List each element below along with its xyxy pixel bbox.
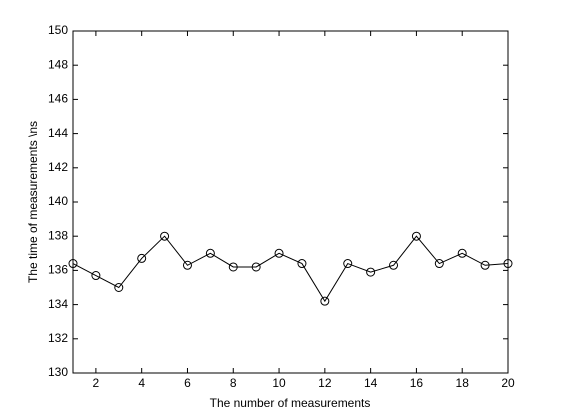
point-marker (114, 283, 124, 292)
x-tick-label: 2 (93, 376, 100, 390)
y-tick-label: 142 (48, 160, 68, 174)
point-marker (320, 296, 330, 306)
point-marker (343, 259, 353, 269)
y-tick-label: 136 (48, 263, 68, 277)
plot-frame (72, 30, 509, 374)
x-axis-label: The number of measurements (210, 396, 371, 410)
x-tick-label: 16 (410, 376, 424, 390)
point-marker (182, 260, 192, 270)
y-tick-label: 134 (48, 297, 68, 311)
y-tick-label: 130 (48, 365, 68, 379)
point-marker (68, 259, 78, 269)
x-tick-label: 18 (456, 376, 470, 390)
point-marker (457, 248, 467, 258)
y-tick-label: 132 (48, 331, 68, 345)
point-marker (411, 231, 421, 241)
point-marker (480, 260, 490, 270)
x-tick-label: 20 (501, 376, 515, 390)
y-tick-label: 150 (48, 23, 68, 37)
y-tick-label: 138 (48, 228, 68, 242)
y-axis-label: The time of measurements \ns (26, 121, 40, 283)
point-marker (160, 231, 170, 241)
series-line (72, 235, 509, 303)
point-marker (503, 259, 513, 269)
point-marker (366, 267, 376, 277)
point-marker (91, 271, 101, 281)
x-tick-label: 6 (184, 376, 191, 390)
point-marker (137, 253, 147, 263)
y-tick-label: 144 (48, 126, 68, 140)
y-tick-label: 148 (48, 57, 68, 71)
x-tick-label: 12 (318, 376, 332, 390)
y-tick-label: 140 (48, 194, 68, 208)
x-tick-label: 4 (138, 376, 145, 390)
point-marker (251, 262, 261, 272)
x-tick-label: 10 (272, 376, 286, 390)
x-tick-label: 14 (364, 376, 378, 390)
point-marker (389, 260, 399, 270)
point-marker (434, 259, 444, 269)
point-marker (274, 248, 284, 258)
point-marker (228, 262, 238, 272)
y-tick-label: 146 (48, 92, 68, 106)
x-tick-label: 8 (230, 376, 237, 390)
point-marker (205, 248, 215, 258)
point-marker (297, 259, 307, 269)
